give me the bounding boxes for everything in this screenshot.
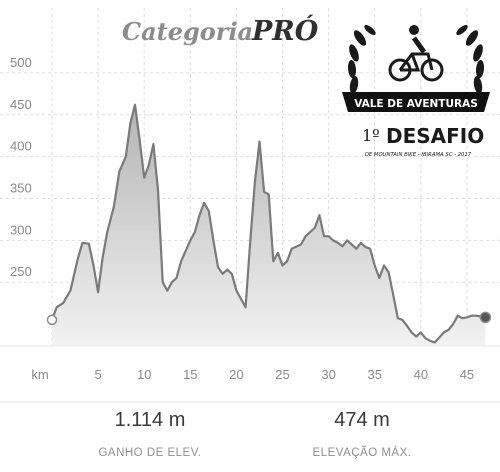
logo-edition: 1º [362,126,380,145]
y-tick-label: 350 [10,181,32,196]
y-axis-ticks: 250 300 350 400 450 500 [10,55,32,279]
max-elevation-value: 474 m [334,409,390,431]
x-axis-ticks: 5 10 15 20 25 30 35 40 45 [94,367,474,382]
y-tick-label: 300 [10,222,32,237]
x-tick-label: 40 [414,367,428,382]
logo-banner-text: VALE DE AVENTURAS [354,98,478,110]
x-tick-label: 20 [229,367,243,382]
x-tick-label: 35 [368,367,382,382]
logo-event: DESAFIO [386,124,484,148]
x-tick-label: 10 [137,367,151,382]
mountain-bike-icon [388,36,444,82]
end-point-marker [479,311,492,324]
laurel-wreath-icon [347,24,485,94]
elevation-line [50,103,486,344]
x-tick-label: 25 [275,367,289,382]
logo-banner [342,92,490,112]
start-point-marker [46,314,58,326]
title-level: PRÓ [251,13,319,47]
elevation-gain-label: GANHO DE ELEV. [98,447,202,459]
max-elevation-label: ELEVAÇÃO MÁX. [312,447,412,459]
event-logo: VALE DE AVENTURAS 1º DESAFIO DE MOUNTAIN… [342,24,490,158]
logo-subtitle: DE MOUNTAIN BIKE - IBIRAMA SC - 2017 [365,152,472,158]
x-tick-label: 45 [460,367,474,382]
title-category: Categoria [122,17,253,46]
stats-panel: 1.114 m GANHO DE ELEV. 474 m ELEVAÇÃO MÁ… [0,405,500,472]
y-tick-label: 400 [10,139,32,154]
y-tick-label: 450 [10,97,32,112]
elevation-gain-stat: 1.114 m GANHO DE ELEV. [50,405,250,459]
y-tick-label: 500 [10,55,32,70]
x-axis-label: km [31,367,48,382]
max-elevation-stat: 474 m ELEVAÇÃO MÁX. [262,405,462,459]
chart-title: Categoria PRÓ [122,13,319,47]
x-tick-label: 5 [94,367,101,382]
x-tick-label: 30 [321,367,335,382]
y-tick-label: 250 [10,264,32,279]
x-tick-label: 15 [183,367,197,382]
chart-grid [0,8,500,403]
rider-head-icon [409,25,419,35]
elevation-area [52,104,486,345]
elevation-gain-value: 1.114 m [114,409,186,431]
